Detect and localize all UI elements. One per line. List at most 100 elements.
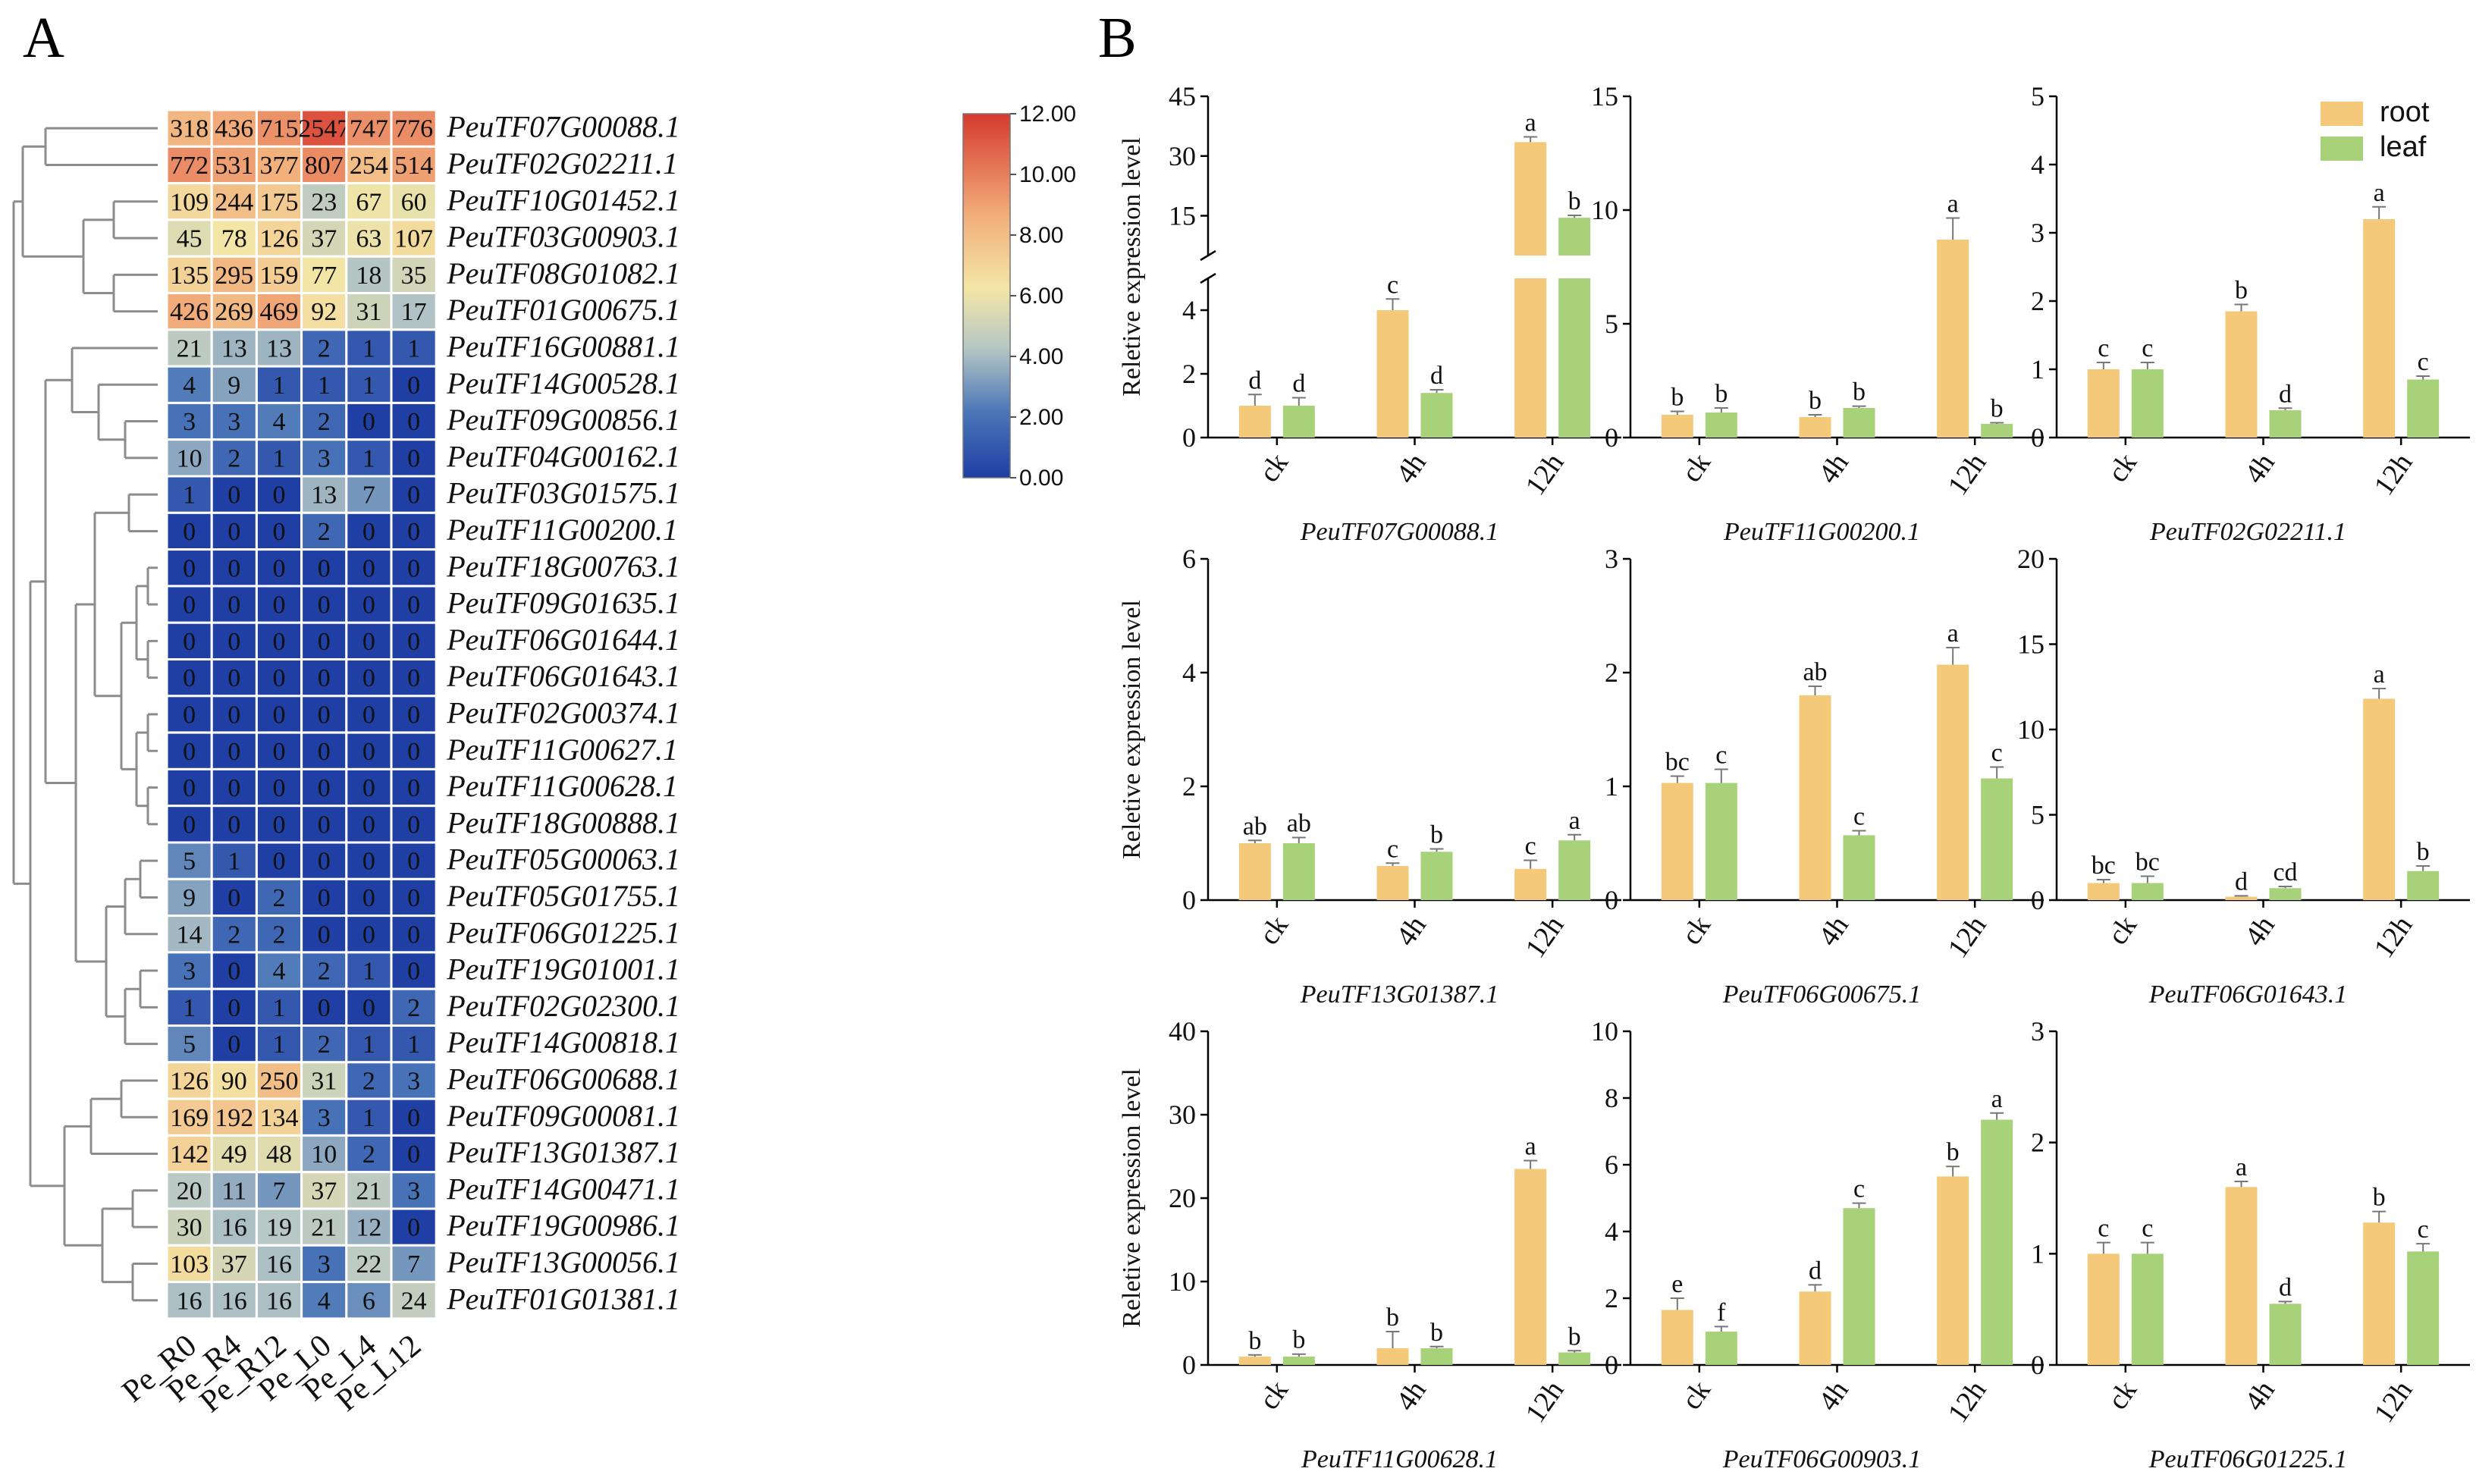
heatmap-row-label: PeuTF08G01082.1: [446, 256, 680, 290]
plot-title: PeuTF06G00903.1: [1722, 1445, 1922, 1473]
significance-letter: b: [1430, 1319, 1443, 1347]
heatmap-row-label: PeuTF09G00081.1: [446, 1099, 680, 1133]
significance-letter: b: [2373, 1184, 2386, 1212]
heatmap-cell-value: 0: [362, 884, 375, 912]
y-tick-label: 30: [1169, 1100, 1196, 1130]
heatmap-cell-value: 0: [362, 664, 375, 692]
heatmap-cell-value: 0: [228, 628, 240, 656]
heatmap-cell-value: 2: [228, 921, 240, 949]
heatmap-cell-value: 10: [177, 444, 202, 472]
heatmap-cell-value: 5: [183, 848, 196, 876]
bar: [2225, 896, 2258, 900]
heatmap-cell-value: 0: [183, 701, 196, 729]
bar: [1843, 835, 1875, 900]
heatmap-cell-value: 90: [221, 1068, 247, 1096]
heatmap-cell: [345, 182, 393, 221]
bar: [1376, 1348, 1409, 1365]
bar: [2269, 888, 2302, 900]
heatmap-cell-value: 0: [362, 811, 375, 839]
heatmap-cell-value: 23: [311, 188, 337, 216]
heatmap-cell: [165, 695, 213, 734]
legend-label: leaf: [2380, 131, 2427, 163]
heatmap-cell-value: 0: [318, 628, 331, 656]
heatmap-cell-value: 0: [183, 554, 196, 582]
heatmap-cell: [390, 292, 438, 331]
y-tick-label: 0: [2031, 1350, 2045, 1380]
heatmap-cell-value: 0: [228, 664, 240, 692]
x-tick-label: ck: [1675, 447, 1717, 488]
heatmap-cell: [255, 805, 303, 844]
bar: [1238, 406, 1271, 438]
heatmap-cell-value: 126: [260, 225, 299, 253]
bar: [1558, 218, 1591, 256]
significance-letter: c: [1715, 742, 1727, 770]
heatmap-cell: [390, 218, 438, 258]
heatmap-cell-value: 0: [407, 1140, 420, 1169]
heatmap-cell: [210, 475, 258, 514]
heatmap-cell-value: 1: [318, 372, 331, 400]
heatmap-cell-value: 10: [311, 1140, 337, 1169]
heatmap-cell-value: 0: [318, 738, 331, 766]
bar: [2087, 369, 2120, 438]
heatmap-cell-value: 0: [407, 848, 420, 876]
significance-letter: bc: [1665, 748, 1690, 777]
heatmap-cell-value: 0: [318, 591, 331, 620]
heatmap-row-label: PeuTF18G00888.1: [446, 805, 680, 839]
heatmap-row-label: PeuTF05G00063.1: [446, 842, 680, 877]
heatmap-row-label: PeuTF05G01755.1: [446, 879, 680, 913]
heatmap-cell-value: 0: [273, 701, 286, 729]
bar: [1661, 783, 1693, 900]
heatmap-cell-value: 0: [318, 994, 331, 1022]
heatmap-cell-value: 1: [407, 1031, 420, 1059]
colorbar: 0.00 2.00 4.00 6.00 8.00 10.00 12.00: [962, 102, 1076, 491]
x-tick-label: ck: [2101, 910, 2143, 950]
axis-break-mark: [1200, 249, 1216, 262]
heatmap-row-label: PeuTF03G01575.1: [446, 476, 680, 510]
y-tick-label: 5: [2031, 800, 2045, 830]
y-tick-label: 3: [2031, 1016, 2045, 1046]
heatmap-cell: [390, 731, 438, 770]
heatmap-cell-value: 0: [228, 774, 240, 802]
heatmap-cell-value: 0: [318, 664, 331, 692]
heatmap-cell-value: 5: [183, 1031, 196, 1059]
heatmap-cell-value: 109: [170, 188, 209, 216]
heatmap-cell-value: 0: [318, 884, 331, 912]
heatmap-cell-value: 0: [273, 482, 286, 510]
heatmap-cell-value: 2: [273, 921, 286, 949]
heatmap-cell-value: 2: [318, 958, 331, 986]
heatmap-cell-value: 2: [362, 1068, 375, 1096]
bar-chart-plot: 0 2 4 15 30 45 Reletive expression level ck d d 4h…: [1118, 81, 1621, 546]
heatmap-cell: [345, 438, 393, 478]
heatmap-cell-value: 0: [407, 444, 420, 472]
heatmap-cell-value: 2: [318, 408, 331, 436]
heatmap-cell-value: 63: [356, 225, 381, 253]
heatmap-cell-value: 31: [311, 1068, 337, 1096]
heatmap-cell-value: 269: [215, 298, 253, 326]
heatmap-cell-value: 0: [183, 628, 196, 656]
bar: [1514, 278, 1547, 438]
heatmap-cell-value: 377: [260, 152, 299, 180]
heatmap-cell-value: 0: [228, 958, 240, 986]
heatmap-cell-value: 1: [273, 444, 286, 472]
heatmap-cell-value: 92: [311, 298, 337, 326]
heatmap-cell-value: 1: [183, 994, 196, 1022]
heatmap-cell-value: 0: [362, 408, 375, 436]
heatmap-row-label: PeuTF14G00818.1: [446, 1025, 680, 1059]
heatmap-cell: [300, 585, 348, 624]
heatmap-cell: [390, 951, 438, 990]
significance-letter: b: [2417, 838, 2430, 866]
heatmap-cell-value: 0: [407, 738, 420, 766]
heatmap-cell: [165, 511, 213, 551]
heatmap-cell: [345, 548, 393, 588]
heatmap-cell-value: 21: [356, 1177, 381, 1205]
heatmap-cell: [210, 511, 258, 551]
x-tick-label: 4h: [1812, 1375, 1855, 1417]
heatmap-cell: [300, 1281, 348, 1320]
bar: [1514, 868, 1547, 900]
significance-letter: a: [1991, 1085, 2003, 1113]
significance-letter: a: [1569, 807, 1580, 835]
heatmap-cell-value: 22: [356, 1250, 381, 1278]
heatmap-cell-value: 0: [407, 884, 420, 912]
heatmap-cell-value: 0: [183, 664, 196, 692]
